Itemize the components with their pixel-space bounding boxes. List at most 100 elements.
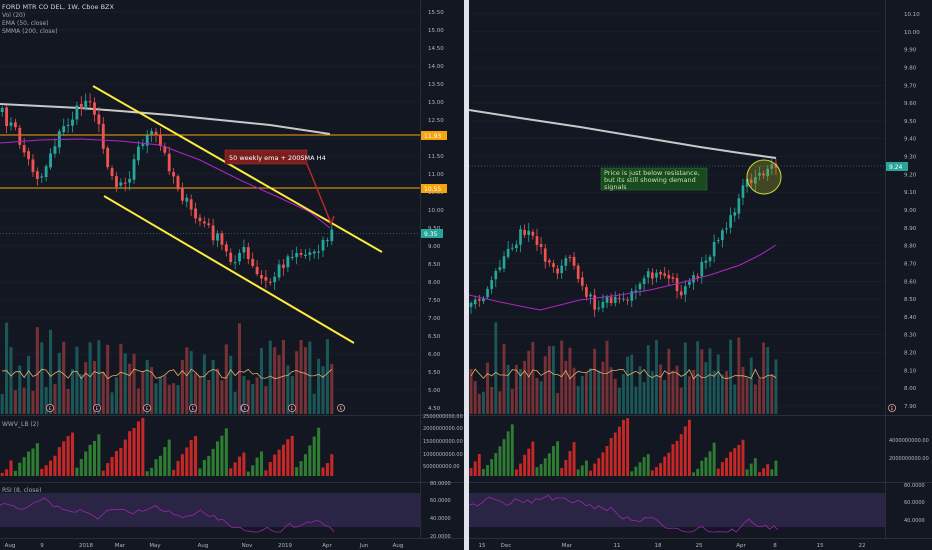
left-candle xyxy=(154,131,158,136)
left-rsi-tick-label: 20.0000 xyxy=(430,534,451,540)
left-volume-bar xyxy=(255,377,259,414)
left-volume-bar xyxy=(229,355,233,414)
left-volume-ma-line xyxy=(2,368,333,380)
left-candle xyxy=(150,131,154,135)
right-time-label: 8 xyxy=(773,543,777,549)
left-volume-bar xyxy=(273,347,277,414)
right-volume-bar xyxy=(679,387,683,414)
left-volume-bar xyxy=(198,375,202,414)
left-price-tick-label: 14.50 xyxy=(428,46,444,52)
left-volume-bar xyxy=(5,322,9,414)
right-candle xyxy=(679,291,683,296)
left-wvv-bar xyxy=(123,439,127,476)
svg-text:9.35: 9.35 xyxy=(424,231,438,238)
right-rsi-tick-label: 60.0000 xyxy=(904,500,925,506)
panel-divider[interactable] xyxy=(464,0,469,550)
symbol-title: FORD MTR CO DEL, 1W, Cboe BZX xyxy=(2,3,115,11)
right-candle xyxy=(642,278,646,284)
left-event-marker[interactable] xyxy=(336,403,345,412)
left-candle xyxy=(84,100,88,109)
left-candle xyxy=(110,168,114,176)
left-candle xyxy=(273,276,277,283)
left-volume-bar xyxy=(128,363,132,414)
right-candle xyxy=(700,261,704,277)
svg-text:11.93: 11.93 xyxy=(424,133,441,140)
right-candle xyxy=(548,260,551,263)
right-wvv-bar xyxy=(609,438,613,476)
right-candle xyxy=(609,297,613,304)
resistance-annotation[interactable]: Price is just below resistance, but its … xyxy=(600,167,708,191)
left-candle xyxy=(132,159,136,180)
rsi-label: RSI (8, close) xyxy=(2,487,41,494)
left-event-marker[interactable] xyxy=(46,403,55,412)
right-volume-bar xyxy=(527,350,531,414)
left-legend: FORD MTR CO DEL, 1W, Cboe BZX Vol (20) E… xyxy=(2,3,115,494)
left-candle xyxy=(18,127,22,145)
left-price-tick-label: 9.00 xyxy=(428,244,441,250)
right-event-marker[interactable] xyxy=(888,403,897,412)
right-wvv-bar xyxy=(514,469,518,476)
right-volume-bar xyxy=(506,364,510,414)
right-volume-bar xyxy=(568,347,572,414)
right-volume-bar xyxy=(535,377,539,414)
right-time-label: 15 xyxy=(479,543,486,549)
demand-highlight-circle[interactable] xyxy=(746,159,782,195)
left-time-label: 2019 xyxy=(278,543,292,549)
left-event-marker[interactable] xyxy=(240,403,249,412)
left-volume-bar xyxy=(321,366,325,414)
left-candle xyxy=(79,103,83,109)
left-candle xyxy=(158,135,162,146)
right-volume-bar xyxy=(543,356,547,414)
right-candle xyxy=(506,248,510,257)
left-volume-bar xyxy=(220,380,224,414)
ema-smma-annotation[interactable]: 50 weekly ema + 200SMA H4 xyxy=(224,149,335,226)
left-event-marker[interactable] xyxy=(287,403,296,412)
left-candle xyxy=(176,176,180,190)
left-wvv-bar xyxy=(295,467,299,476)
right-candle xyxy=(688,281,691,285)
left-candle xyxy=(304,254,307,256)
right-wvv-bar xyxy=(642,457,646,476)
right-candle xyxy=(515,244,518,249)
right-candle xyxy=(473,299,477,305)
left-candle xyxy=(22,145,26,153)
right-volume-bar xyxy=(659,364,663,414)
right-candle xyxy=(613,296,617,303)
channel-lower-line[interactable] xyxy=(103,195,355,344)
resistance-label-lower: 10.55 xyxy=(421,184,447,193)
right-wvv-bar xyxy=(593,463,597,476)
left-wvv-bar xyxy=(13,470,17,476)
right-event-markers[interactable]: E xyxy=(888,403,897,412)
right-price-tick-label: 8.50 xyxy=(904,297,917,303)
left-event-markers[interactable]: EEEEDEEE xyxy=(46,403,345,412)
left-wvv-bar xyxy=(325,463,329,476)
right-candle xyxy=(729,215,732,228)
left-event-marker[interactable] xyxy=(142,403,151,412)
left-wvv-bar xyxy=(44,465,48,476)
left-volume-bar xyxy=(110,392,114,414)
left-wvv-bar xyxy=(172,469,176,476)
right-ema-line xyxy=(468,244,777,311)
left-candle xyxy=(123,182,127,184)
left-wvv-bar xyxy=(136,421,140,476)
left-candle xyxy=(137,146,140,161)
right-wvv-bar xyxy=(481,468,485,476)
left-candle xyxy=(207,223,211,226)
right-wvv-bar xyxy=(519,463,522,476)
left-wvv-bar xyxy=(317,427,321,476)
left-event-marker[interactable] xyxy=(188,403,197,412)
left-wvv-tick-label: 2500000000.00 xyxy=(423,414,463,420)
right-candle xyxy=(527,230,531,235)
right-volume-bar xyxy=(613,378,617,414)
right-candle xyxy=(721,230,724,241)
channel-upper-line[interactable] xyxy=(92,85,383,253)
left-event-marker[interactable] xyxy=(93,403,102,412)
left-volume-bar xyxy=(211,360,215,414)
right-candle xyxy=(716,240,720,242)
right-time-label: Dec xyxy=(501,543,512,549)
left-candle xyxy=(172,172,176,177)
left-volume-bar xyxy=(141,371,145,414)
right-wvv-tick-label: 4000000000.00 xyxy=(889,438,929,444)
left-volume-bar xyxy=(114,377,118,414)
